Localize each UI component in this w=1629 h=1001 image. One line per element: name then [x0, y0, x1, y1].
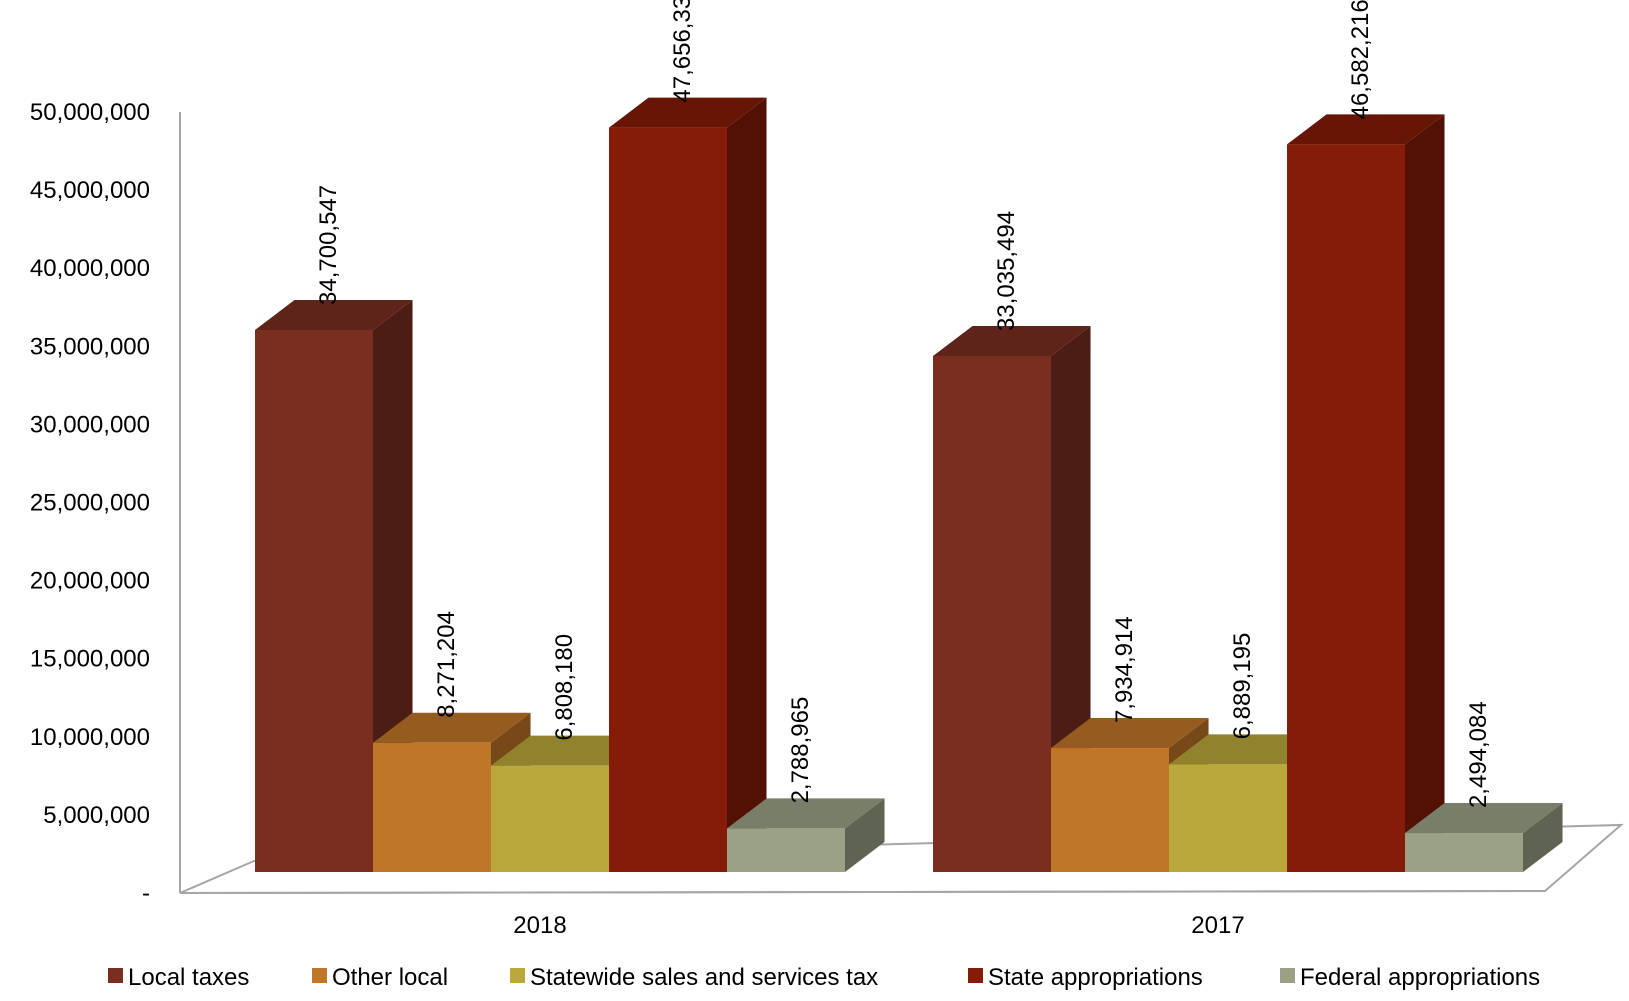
bar-4-2017: [1287, 144, 1405, 872]
data-label: 8,271,204: [433, 611, 460, 718]
bar-5-2017: [1405, 833, 1523, 872]
y-tick-label: 45,000,000: [30, 177, 150, 204]
bar-side-4-2018: [727, 98, 767, 872]
y-tick-label: 10,000,000: [30, 724, 150, 751]
data-label: 47,656,336: [669, 0, 696, 103]
legend-swatch: [1280, 968, 1295, 983]
data-label: 6,889,195: [1229, 633, 1256, 740]
y-tick-label: 40,000,000: [30, 255, 150, 282]
data-label: 7,934,914: [1111, 616, 1138, 723]
y-tick-label: 20,000,000: [30, 568, 150, 595]
data-label: 6,808,180: [551, 634, 578, 741]
legend-swatch: [968, 968, 983, 983]
legend-swatch: [108, 968, 123, 983]
x-category-label: 2017: [1191, 912, 1244, 939]
y-tick-label: 5,000,000: [43, 802, 150, 829]
bar-2-2018: [373, 743, 491, 872]
bar-2-2017: [1051, 748, 1169, 872]
legend-label: Statewide sales and services tax: [530, 964, 878, 991]
bar-3-2017: [1169, 764, 1287, 872]
y-tick-label: 15,000,000: [30, 646, 150, 673]
legend-swatch: [312, 968, 327, 983]
bar-4-2018: [609, 128, 727, 872]
legend-label: Federal appropriations: [1300, 964, 1540, 991]
y-tick-label: 35,000,000: [30, 333, 150, 360]
x-category-label: 2018: [513, 912, 566, 939]
data-label: 34,700,547: [315, 185, 342, 305]
y-tick-label: -: [142, 880, 150, 907]
bar-3-2018: [491, 766, 609, 872]
bar-1-2018: [255, 330, 373, 872]
data-label: 46,582,216: [1347, 0, 1374, 119]
legend-label: Other local: [332, 964, 448, 991]
legend-label: State appropriations: [988, 964, 1203, 991]
bar-side-4-2017: [1405, 114, 1445, 872]
bar-1-2017: [933, 356, 1051, 872]
data-label: 33,035,494: [993, 211, 1020, 331]
data-label: 2,494,084: [1465, 701, 1492, 808]
y-tick-label: 30,000,000: [30, 411, 150, 438]
legend-label: Local taxes: [128, 964, 249, 991]
legend-swatch: [510, 968, 525, 983]
data-label: 2,788,965: [787, 697, 814, 804]
x-axis-line: [180, 891, 1545, 893]
y-tick-label: 25,000,000: [30, 490, 150, 517]
bar-5-2018: [727, 828, 845, 872]
y-tick-label: 50,000,000: [30, 99, 150, 126]
